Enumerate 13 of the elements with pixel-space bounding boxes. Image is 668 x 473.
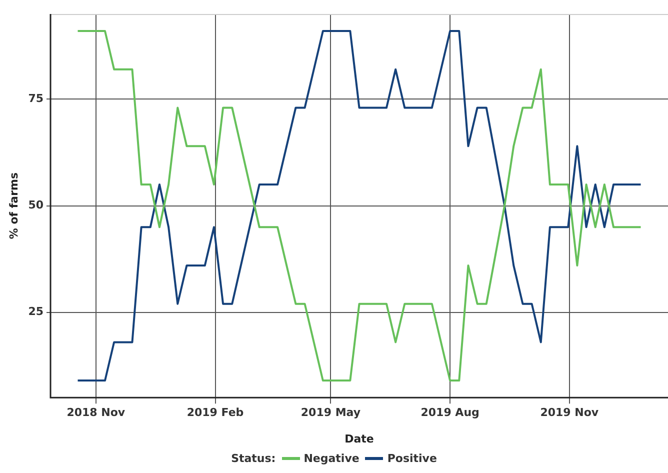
x-tick-label: 2019 Aug [420,406,480,420]
legend-label: Negative [302,452,360,465]
x-tick-label: 2019 Nov [540,406,600,420]
y-axis-title: % of farms [7,172,20,240]
y-tick-label: 50 [28,198,44,212]
x-tick-label: 2019 May [300,406,361,420]
x-tick-label: 2018 Nov [66,406,126,420]
y-tick-label: 75 [28,92,44,106]
legend-label: Positive [386,452,437,465]
y-tick-label: 25 [28,305,44,318]
x-tick-label: 2019 Feb [186,406,244,420]
legend-title: Status: [231,452,276,465]
x-axis-title: Date [344,432,374,446]
